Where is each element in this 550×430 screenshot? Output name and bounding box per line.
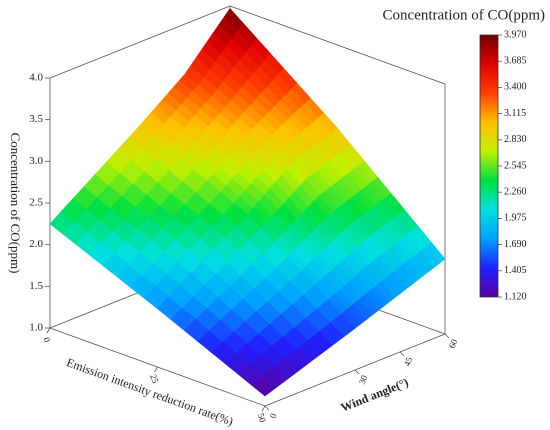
z-tick-label: 2.0 xyxy=(29,238,43,250)
colorbar-tick-label: 1.120 xyxy=(504,291,527,302)
x-tick xyxy=(46,327,51,334)
chart-title: Concentration of CO(ppm) xyxy=(383,7,545,23)
box-edge xyxy=(49,5,231,79)
y-tick xyxy=(264,405,270,411)
colorbar-tick-label: 1.975 xyxy=(504,213,527,224)
z-tick-label: 2.5 xyxy=(29,197,43,209)
y-tick xyxy=(444,333,450,339)
y-tick-label: 60 xyxy=(447,337,460,349)
y-tick-label: 30 xyxy=(357,373,370,385)
z-tick-label: 3.5 xyxy=(29,113,43,125)
x-axis-label: Emission intensity reduction rate(%) xyxy=(65,355,236,428)
colorbar-tick-label: 3.685 xyxy=(504,55,527,66)
colorbar-tick-label: 3.970 xyxy=(504,29,527,40)
colorbar-tick-label: 1.405 xyxy=(504,265,527,276)
box-edge xyxy=(229,5,446,85)
colorbar xyxy=(479,34,499,298)
x-tick-label: 0 xyxy=(41,336,52,344)
x-tick xyxy=(261,405,266,412)
z-tick-label: 3.0 xyxy=(29,155,43,167)
y-tick-label: 0 xyxy=(268,411,279,419)
z-axis-label: Concentration of CO(ppm) xyxy=(8,133,23,274)
x-tick xyxy=(154,366,158,373)
y-tick xyxy=(354,369,360,375)
y-tick xyxy=(399,351,405,357)
z-tick-label: 4.0 xyxy=(29,72,43,84)
x-tick-label: 25 xyxy=(148,373,161,385)
z-tick-label: 1.0 xyxy=(29,322,43,334)
colorbar-tick-label: 2.830 xyxy=(504,134,527,145)
colorbar-tick-label: 2.545 xyxy=(504,160,527,171)
y-axis-label: Wind angle(°) xyxy=(339,375,411,415)
z-tick-label: 1.5 xyxy=(29,280,43,292)
surface-patch xyxy=(251,375,277,397)
colorbar-tick-label: 1.690 xyxy=(504,239,527,250)
colorbar-tick-label: 3.115 xyxy=(504,108,526,119)
x-tick-label: 50 xyxy=(256,412,269,424)
colorbar-tick-label: 3.400 xyxy=(504,82,527,93)
y-tick-label: 45 xyxy=(402,355,415,367)
colorbar-tick-label: 2.260 xyxy=(504,186,527,197)
